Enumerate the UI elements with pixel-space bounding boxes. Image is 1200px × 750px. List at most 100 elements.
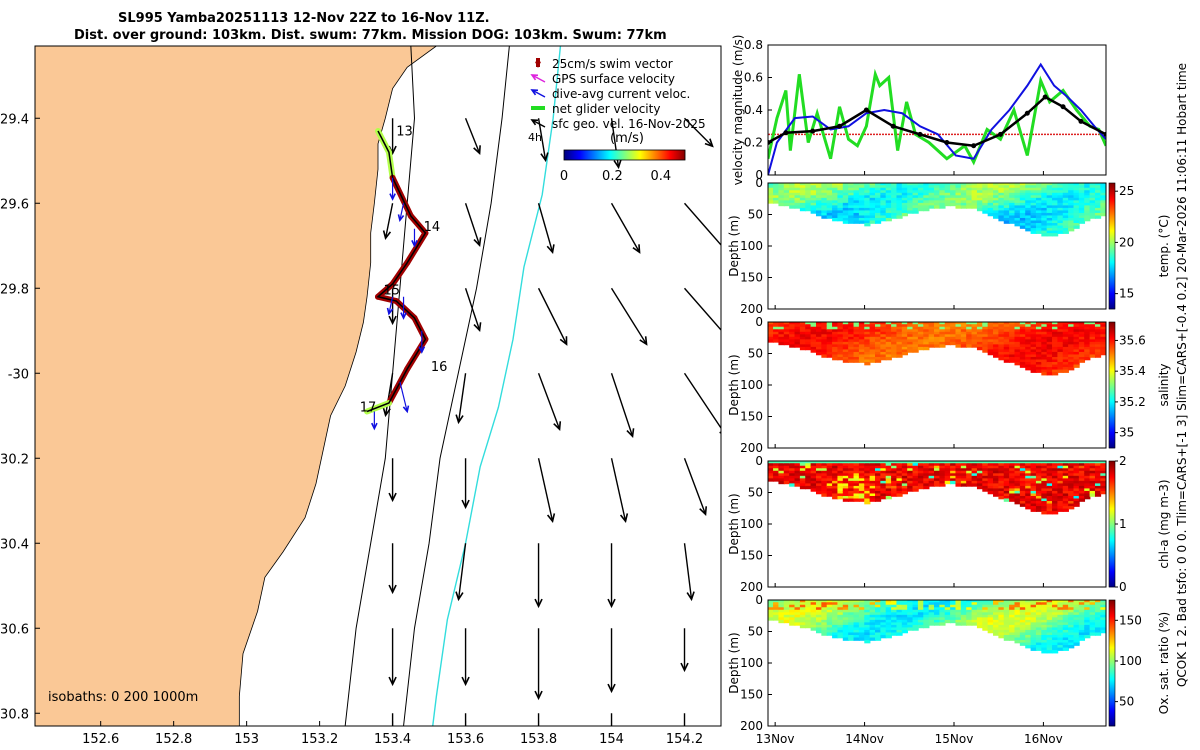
section-colorbar-cell [1109, 369, 1115, 371]
section-cell [778, 470, 785, 475]
section-cell [912, 210, 919, 214]
section-cell [982, 205, 989, 209]
section-cell [1062, 506, 1069, 510]
section-colorbar-cell [1109, 470, 1115, 472]
section-colorbar-cell [1109, 271, 1115, 273]
section-cell [1094, 354, 1102, 358]
colorbar-cell [570, 150, 572, 160]
section-cell [810, 475, 817, 480]
section-y-tick-label: 100 [740, 239, 763, 253]
section-cell [1068, 197, 1075, 202]
section-cell [891, 607, 898, 611]
section-cell [1073, 205, 1080, 209]
section-cell [1078, 488, 1086, 492]
section-cell [1078, 498, 1086, 502]
section-cell [789, 339, 796, 343]
colorbar-cell [637, 150, 639, 160]
section-cell [896, 460, 903, 465]
section-cell [885, 614, 892, 619]
section-cell [875, 622, 882, 626]
section-cell [837, 202, 844, 207]
section-cell [1094, 599, 1102, 604]
section-cell [966, 622, 973, 626]
section-cell [1068, 339, 1075, 343]
section-cell [998, 329, 1005, 333]
section-cell [1100, 475, 1107, 480]
section-cell [1078, 212, 1086, 217]
section-colorbar-cell [1109, 296, 1115, 298]
section-cell [1057, 182, 1064, 187]
section-cell [1030, 490, 1037, 495]
section-cell [858, 599, 866, 604]
section-cell [1100, 197, 1107, 202]
section-cell [1062, 604, 1069, 609]
section-cell [901, 326, 908, 331]
section-cell [826, 334, 833, 338]
section-cell [950, 326, 957, 331]
section-cell [998, 217, 1005, 222]
section-cell [875, 356, 882, 361]
section-cell [858, 217, 866, 222]
section-cell [1084, 326, 1091, 331]
section-cell [821, 473, 828, 477]
section-colorbar-cell [1109, 379, 1115, 381]
geo-velocity-vector [455, 373, 467, 425]
section-cell [939, 622, 946, 626]
section-cell [837, 344, 844, 348]
section-colorbar-cell [1109, 185, 1115, 187]
section-cell [1009, 460, 1016, 465]
section-cell [1052, 354, 1059, 358]
section-cell [891, 490, 898, 495]
section-cell [1068, 334, 1075, 338]
geo-vector-head [473, 145, 481, 155]
section-cell [853, 339, 860, 343]
section-cell [864, 205, 871, 209]
section-cell [864, 190, 871, 194]
section-cell [1084, 215, 1091, 219]
section-cell [875, 182, 882, 187]
section-cell [1030, 349, 1037, 353]
section-cell [939, 475, 946, 480]
section-cell [842, 614, 849, 619]
section-colorbar-cell [1109, 301, 1115, 303]
section-cell [1062, 230, 1069, 234]
section-cell [891, 465, 898, 470]
section-colorbar-cell [1109, 351, 1115, 353]
section-cell [805, 478, 812, 482]
colorbar-cell [576, 150, 578, 160]
section-cell [848, 356, 855, 361]
section-cell [1003, 202, 1010, 207]
section-cell [1089, 609, 1096, 614]
section-cell [885, 490, 892, 495]
section-cell [917, 463, 925, 467]
section-cell [944, 202, 951, 207]
section-cell [1003, 182, 1010, 187]
section-cell [815, 321, 823, 326]
geo-vector-head [388, 676, 397, 687]
section-colorbar-cell [1109, 262, 1115, 264]
section-cell [901, 329, 908, 333]
section-cell [832, 202, 839, 207]
section-cell [826, 339, 833, 343]
section-colorbar-cell [1109, 388, 1115, 390]
section-cell [907, 478, 914, 482]
section-cell [1035, 223, 1043, 227]
section-cell [1014, 609, 1021, 614]
section-colorbar-cell [1109, 530, 1115, 532]
section-cell [966, 609, 973, 614]
section-colorbar-cell [1109, 606, 1115, 608]
figure-title-line-1: SL995 Yamba20251113 12-Nov 22Z to 16-Nov… [118, 11, 490, 26]
section-cell [1057, 607, 1064, 611]
section-cell [853, 485, 860, 490]
section-cell [1046, 341, 1053, 346]
section-cell [805, 341, 812, 346]
colorbar-cell [617, 150, 619, 160]
section-cell [880, 326, 887, 331]
section-cell [885, 349, 892, 353]
section-cell [789, 622, 796, 626]
section-cell [1009, 622, 1016, 626]
section-cell [885, 339, 892, 343]
section-colorbar-tick-label: 35.6 [1119, 333, 1146, 347]
section-cell [1030, 493, 1037, 497]
